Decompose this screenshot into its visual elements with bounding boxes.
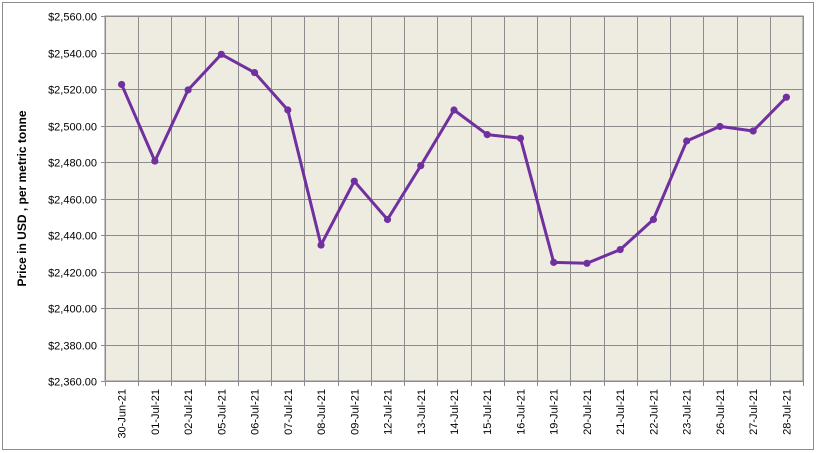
data-point-marker — [649, 215, 658, 224]
y-tick-label: $2,380.00 — [48, 341, 97, 353]
data-point-marker — [217, 50, 225, 58]
x-tick-label: 01-Jul-21 — [150, 389, 162, 435]
data-point-marker — [683, 137, 691, 145]
x-tick-label: 08-Jul-21 — [316, 389, 328, 435]
data-point-marker — [118, 80, 126, 89]
y-tick-label: $2,540.00 — [48, 49, 97, 61]
data-point-marker — [716, 122, 724, 131]
x-tick-label: 06-Jul-21 — [250, 389, 262, 435]
y-tick-label: $2,500.00 — [48, 122, 97, 134]
y-axis-tick-labels: $2,360.00 $2,380.00 $2,400.00 $2,420.00 $2,4… — [48, 12, 97, 389]
x-tick-label: 07-Jul-21 — [283, 389, 295, 435]
data-point-marker — [450, 106, 458, 114]
data-point-marker — [782, 93, 790, 101]
data-point-marker — [417, 162, 425, 170]
x-tick-label: 21-Jul-21 — [615, 389, 627, 435]
y-tick-label: $2,560.00 — [48, 12, 97, 24]
data-point-marker — [749, 127, 757, 135]
data-point-marker — [317, 241, 325, 249]
data-point-marker — [616, 246, 624, 254]
y-tick-label: $2,440.00 — [48, 231, 97, 243]
data-point-marker — [516, 134, 525, 142]
x-tick-label: 05-Jul-21 — [216, 389, 228, 435]
x-tick-label: 19-Jul-21 — [549, 389, 561, 435]
x-tick-label: 09-Jul-21 — [349, 389, 361, 435]
x-tick-label: 16-Jul-21 — [515, 389, 527, 435]
x-tick-label: 27-Jul-21 — [748, 389, 760, 435]
x-tick-label: 15-Jul-21 — [482, 389, 494, 435]
x-tick-label: 30-Jun-21 — [117, 389, 129, 439]
data-point-marker — [151, 157, 159, 165]
data-point-marker — [250, 68, 259, 77]
y-tick-label: $2,360.00 — [48, 377, 97, 389]
y-tick-label: $2,460.00 — [48, 195, 97, 207]
x-tick-label: 13-Jul-21 — [416, 389, 428, 435]
data-point-marker — [350, 177, 358, 185]
data-point-marker — [184, 86, 192, 94]
x-axis-tick-labels: 30-Jun-21 01-Jul-21 02-Jul-21 05-Jul-21 06-J… — [117, 389, 794, 439]
data-point-marker — [583, 259, 591, 267]
data-point-marker — [284, 106, 292, 114]
y-axis-title: Price in USD , per metric tonne — [15, 110, 29, 286]
x-tick-label: 22-Jul-21 — [648, 389, 660, 435]
x-tick-label: 28-Jul-21 — [781, 389, 793, 435]
y-tick-label: $2,480.00 — [48, 158, 97, 170]
price-series-markers — [118, 50, 790, 267]
data-point-marker — [383, 215, 392, 224]
x-tick-label: 14-Jul-21 — [449, 389, 461, 435]
y-tick-label: $2,420.00 — [48, 268, 97, 280]
x-tick-label: 02-Jul-21 — [183, 389, 195, 435]
y-tick-label: $2,520.00 — [48, 85, 97, 97]
plot-area — [104, 15, 804, 382]
x-tick-label: 20-Jul-21 — [582, 389, 594, 435]
y-tick-label: $2,400.00 — [48, 304, 97, 316]
x-tick-label: 23-Jul-21 — [682, 389, 694, 435]
x-tick-label: 26-Jul-21 — [715, 389, 727, 435]
x-tick-label: 12-Jul-21 — [383, 389, 395, 435]
data-point-marker — [483, 131, 491, 139]
data-point-marker — [550, 258, 558, 266]
